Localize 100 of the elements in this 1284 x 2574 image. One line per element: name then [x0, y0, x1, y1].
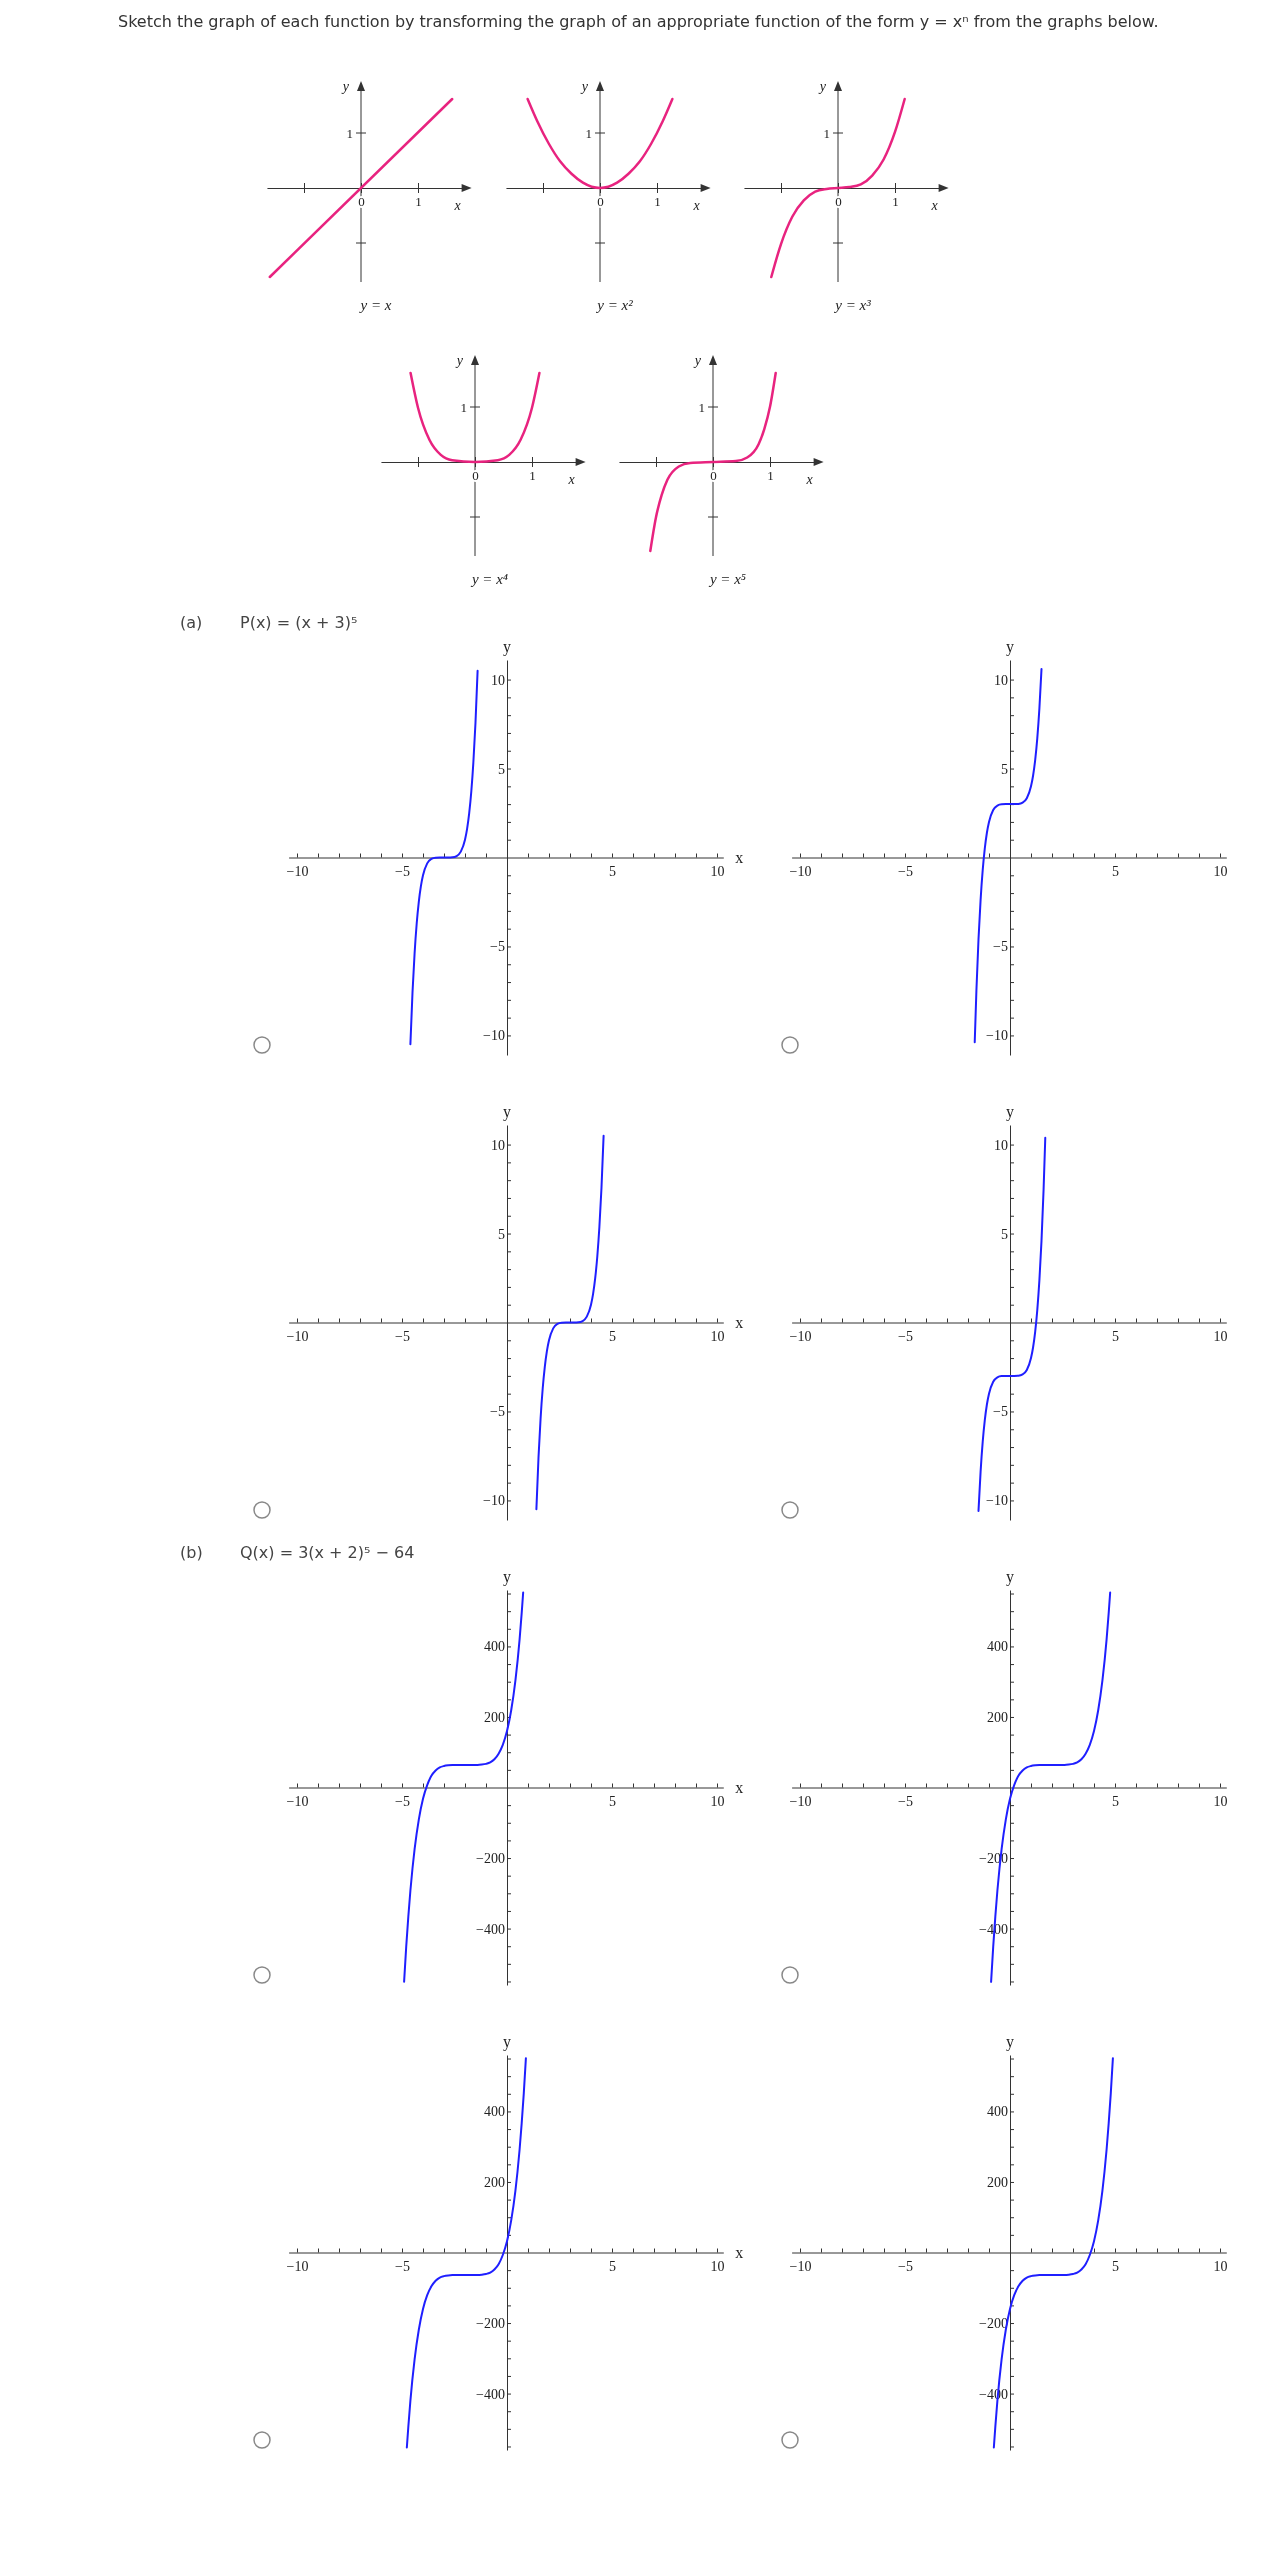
annotation: 1: [823, 126, 830, 141]
y-tick-label: 200: [484, 2174, 505, 2190]
line-series: [977, 1136, 1047, 1512]
text: y = x⁵: [707, 571, 747, 587]
y-tick-label: 400: [484, 1639, 505, 1655]
y-tick-label: −10: [986, 1028, 1008, 1044]
x-tick-label: 0: [472, 468, 479, 484]
y-tick-label: 5: [1001, 1226, 1008, 1242]
x-tick-label: 5: [609, 2259, 616, 2275]
x-tick-label: −5: [395, 864, 410, 880]
y-tick-label: −10: [483, 1493, 505, 1509]
y-axis-title: y: [1006, 638, 1014, 656]
x-axis-title: x: [735, 848, 744, 866]
x-tick-label: 5: [609, 864, 616, 880]
x-tick-label: 5: [609, 1329, 616, 1345]
x-tick-label: 1: [654, 194, 661, 210]
x-tick-label: −5: [898, 2259, 913, 2275]
y-axis-title: y: [340, 79, 350, 94]
x-tick-label: −10: [789, 2259, 812, 2275]
x-tick-label: 0: [597, 194, 604, 210]
x-tick-label: 5: [1112, 864, 1119, 880]
text: y = x⁴: [469, 571, 509, 587]
x-tick-label: −10: [789, 1794, 812, 1810]
x-tick-label: 1: [415, 194, 422, 210]
x-tick-label: 10: [1213, 864, 1228, 880]
text: y = x³: [833, 297, 872, 313]
x-tick-label: 5: [609, 1794, 616, 1810]
annotation: 1: [585, 126, 592, 141]
y-tick-label: 200: [987, 2174, 1008, 2190]
y-axis-title: y: [817, 79, 827, 94]
y-axis-title: y: [579, 79, 589, 94]
x-axis-title: x: [735, 1778, 744, 1796]
y-tick-label: 5: [498, 1226, 505, 1242]
y-tick-label: 10: [491, 1137, 505, 1153]
text: y = x²: [595, 297, 634, 313]
x-tick-label: 1: [767, 468, 774, 484]
y-tick-label: −200: [476, 2316, 505, 2332]
y-tick-label: −5: [490, 939, 505, 955]
x-axis-title: x: [930, 198, 939, 213]
y-axis-title: y: [454, 353, 464, 368]
text: (b): [180, 1543, 203, 1562]
x-tick-label: −10: [286, 1329, 309, 1345]
x-tick-label: −5: [898, 864, 913, 880]
y-tick-label: 5: [1001, 761, 1008, 777]
line-series: [535, 1134, 605, 1511]
text: P(x) = (x + 3)⁵: [240, 613, 358, 632]
x-tick-label: 0: [835, 194, 842, 210]
text: (a): [180, 613, 203, 632]
x-tick-label: −10: [286, 1794, 309, 1810]
y-axis-title: y: [1006, 1568, 1014, 1586]
y-tick-label: 400: [987, 2104, 1008, 2120]
y-tick-label: 10: [491, 672, 505, 688]
y-tick-label: −5: [993, 939, 1008, 955]
x-tick-label: −10: [286, 2259, 309, 2275]
y-tick-label: −5: [490, 1404, 505, 1420]
x-axis-title: x: [692, 198, 701, 213]
x-axis-title: x: [735, 2243, 744, 2261]
x-tick-label: −10: [789, 1329, 812, 1345]
x-axis-title: x: [453, 198, 462, 213]
text: Q(x) = 3(x + 2)⁵ − 64: [240, 1543, 415, 1562]
x-tick-label: 0: [358, 194, 365, 210]
y-tick-label: −10: [483, 1028, 505, 1044]
text: y = x: [358, 297, 392, 313]
x-tick-label: −10: [789, 864, 812, 880]
y-axis-title: y: [503, 2033, 511, 2051]
y-axis-title: y: [1006, 2033, 1014, 2051]
y-tick-label: −5: [993, 1404, 1008, 1420]
x-tick-label: −5: [395, 1794, 410, 1810]
x-tick-label: 10: [710, 2259, 725, 2275]
y-tick-label: −10: [986, 1493, 1008, 1509]
y-tick-label: −400: [476, 2386, 505, 2402]
x-axis-title: x: [805, 472, 814, 487]
x-tick-label: 0: [710, 468, 717, 484]
y-tick-label: 10: [994, 1137, 1008, 1153]
y-axis-title: y: [503, 1568, 511, 1586]
y-tick-label: −400: [476, 1921, 505, 1937]
y-tick-label: 200: [484, 1709, 505, 1725]
line-series: [409, 669, 479, 1046]
x-tick-label: 10: [710, 1329, 725, 1345]
y-axis-title: y: [1006, 1103, 1014, 1121]
y-axis-title: y: [503, 638, 511, 656]
y-tick-label: −200: [476, 1851, 505, 1867]
annotation: 1: [460, 400, 467, 415]
x-tick-label: 5: [1112, 2259, 1119, 2275]
y-tick-label: 200: [987, 1709, 1008, 1725]
y-tick-label: 400: [484, 2104, 505, 2120]
x-tick-label: 10: [1213, 2259, 1228, 2275]
x-tick-label: −5: [898, 1794, 913, 1810]
x-tick-label: −10: [286, 864, 309, 880]
y-axis-title: y: [503, 1103, 511, 1121]
x-tick-label: −5: [898, 1329, 913, 1345]
annotation: 1: [698, 400, 705, 415]
x-tick-label: 1: [529, 468, 536, 484]
x-tick-label: −5: [395, 1329, 410, 1345]
x-tick-label: 5: [1112, 1329, 1119, 1345]
x-tick-label: 10: [710, 1794, 725, 1810]
x-axis-title: x: [567, 472, 576, 487]
y-tick-label: 400: [987, 1639, 1008, 1655]
y-tick-label: 5: [498, 761, 505, 777]
x-tick-label: 1: [892, 194, 899, 210]
